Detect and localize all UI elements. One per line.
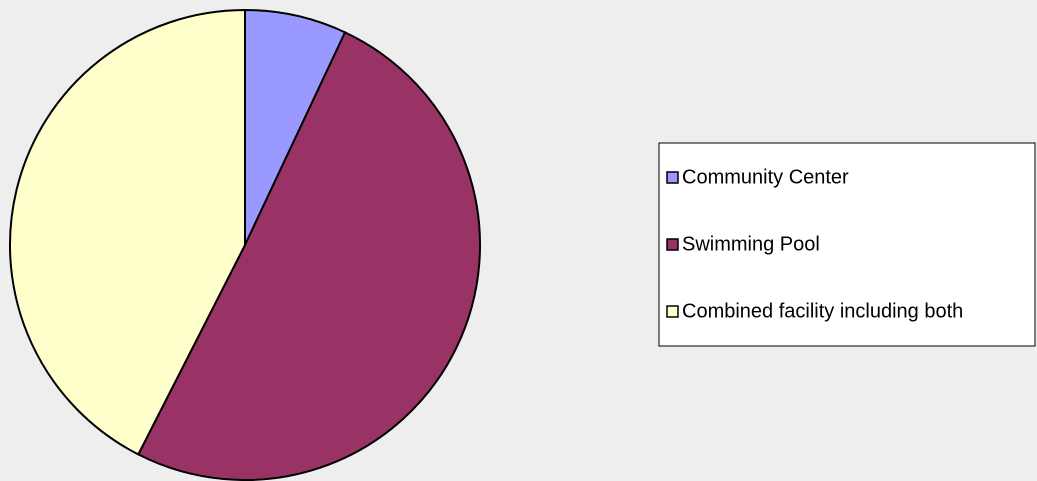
legend-box (658, 142, 1036, 347)
legend-swatch (666, 305, 679, 318)
legend-label: Community Center (682, 166, 849, 188)
legend-label: Combined facility including both (682, 300, 963, 322)
legend-label: Swimming Pool (682, 233, 820, 255)
pie-slice (244, 8, 347, 246)
pie-slice (136, 31, 481, 481)
pie-slice (9, 8, 246, 456)
legend-swatch (666, 238, 679, 251)
legend-swatch (666, 171, 679, 184)
